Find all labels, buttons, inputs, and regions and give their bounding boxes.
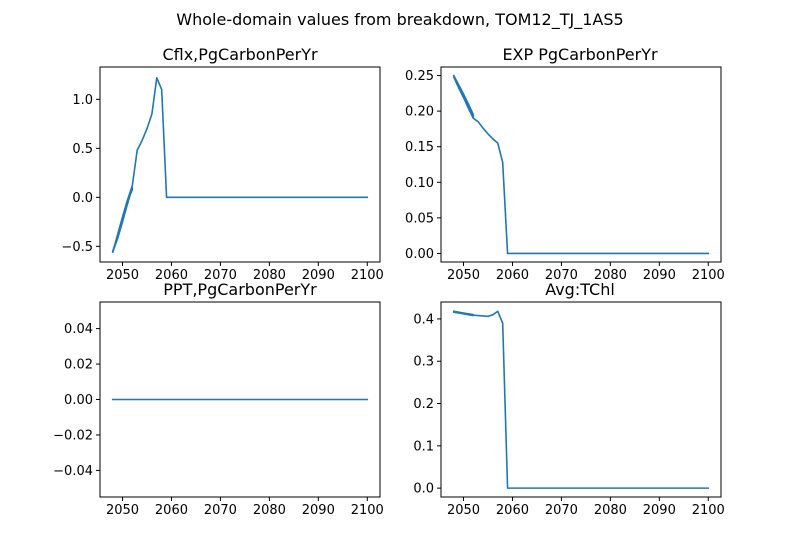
y-tick-label: 0.3	[413, 355, 434, 370]
plot-marks: 2050 2060 2070 2080 2090 2100 0.0 0.1 0.2 0.3 0.4	[413, 310, 725, 518]
x-tick-label: 2090	[643, 268, 676, 283]
x-tick-label: 2080	[253, 268, 286, 283]
subplot-title: PPT,PgCarbonPerYr	[163, 280, 317, 299]
plot-marks: 2050 2060 2070 2080 2090 2100 −0.5 0.0 0.5 1.0	[61, 76, 384, 283]
subplot-cflx: Cflx,PgCarbonPerYr 2050 2060 2070 2080 2090 2…	[61, 45, 383, 283]
y-tick-label: 0.10	[405, 176, 434, 191]
x-tick-label: 2050	[447, 268, 480, 283]
y-tick-label: 0.15	[405, 140, 434, 155]
subplot-title: Cflx,PgCarbonPerYr	[162, 45, 318, 64]
plot-area	[440, 66, 722, 263]
x-tick-label: 2050	[106, 503, 139, 518]
subplot-avg-tchl: Avg:TChl 2050 2060 2070 2080 2090 2100 0.0 0.1 0…	[413, 280, 725, 518]
subplot-title: Avg:TChl	[545, 280, 615, 299]
x-tick-label: 2050	[447, 503, 480, 518]
y-tick-label: 0.04	[64, 322, 93, 337]
y-tick-label: 0.00	[405, 247, 434, 262]
x-tick-label: 2100	[351, 503, 384, 518]
plot-area	[440, 301, 722, 498]
y-tick-label: 0.20	[405, 105, 434, 120]
series-line	[111, 76, 369, 253]
subplot-exp: EXP PgCarbonPerYr 2050 2060 2070 2080 2090 21…	[405, 45, 725, 283]
x-tick-label: 2080	[594, 503, 627, 518]
series-line	[452, 74, 710, 255]
x-tick-label: 2070	[204, 503, 237, 518]
x-tick-label: 2100	[692, 268, 725, 283]
x-tick-label: 2090	[643, 503, 676, 518]
x-tick-label: 2060	[155, 268, 188, 283]
y-tick-label: 0.5	[72, 142, 93, 157]
y-tick-label: 0.05	[405, 211, 434, 226]
y-tick-label: 0.02	[64, 358, 93, 373]
y-tick-label: 0.2	[413, 397, 434, 412]
x-tick-label: 2070	[545, 503, 578, 518]
x-tick-label: 2100	[351, 268, 384, 283]
y-tick-label: −0.04	[53, 464, 93, 479]
x-tick-label: 2060	[155, 503, 188, 518]
y-tick-label: 0.25	[405, 69, 434, 84]
series-line	[452, 310, 710, 489]
x-tick-label: 2090	[302, 268, 335, 283]
x-tick-label: 2070	[204, 268, 237, 283]
y-tick-label: 0.0	[413, 482, 434, 497]
x-tick-label: 2060	[496, 503, 529, 518]
y-tick-label: −0.02	[53, 428, 93, 443]
subplot-ppt: PPT,PgCarbonPerYr 2050 2060 2070 2080 2090 21…	[53, 280, 384, 518]
y-tick-label: 0.0	[72, 191, 93, 206]
x-tick-label: 2060	[496, 268, 529, 283]
figure-suptitle: Whole-domain values from breakdown, TOM1…	[176, 10, 623, 30]
x-tick-label: 2090	[302, 503, 335, 518]
x-tick-label: 2050	[106, 268, 139, 283]
x-tick-label: 2100	[692, 503, 725, 518]
y-tick-label: 0.00	[64, 393, 93, 408]
y-tick-label: −0.5	[61, 240, 93, 255]
subplot-title: EXP PgCarbonPerYr	[502, 45, 658, 64]
plot-marks: 2050 2060 2070 2080 2090 2100 0.00 0.05 0.10 0.15…	[405, 69, 725, 283]
y-tick-label: 0.4	[413, 312, 434, 327]
x-tick-label: 2080	[594, 268, 627, 283]
plot-area	[99, 66, 381, 263]
y-tick-label: 1.0	[72, 93, 93, 108]
y-tick-label: 0.1	[413, 439, 434, 454]
x-tick-label: 2080	[253, 503, 286, 518]
plot-marks: 2050 2060 2070 2080 2090 2100 −0.04 −0.02 0.00 0.…	[53, 322, 384, 518]
x-tick-label: 2070	[545, 268, 578, 283]
